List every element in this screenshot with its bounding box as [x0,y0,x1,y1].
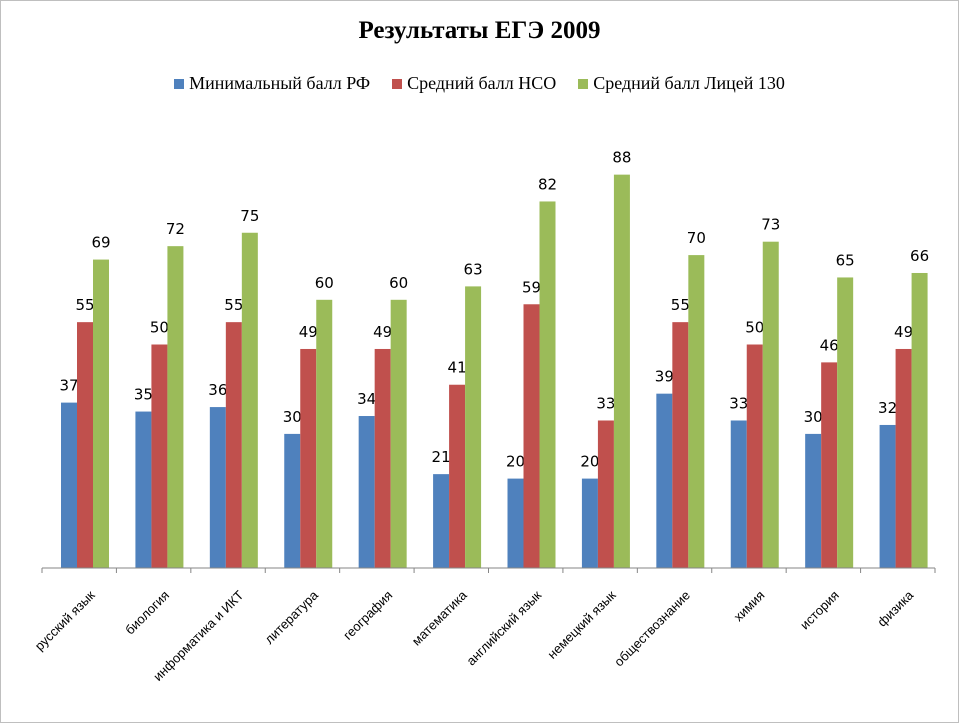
data-label-series-0-cat-1: 35 [134,386,153,404]
data-label-series-1-cat-8: 55 [671,296,690,314]
bar-series-2-cat-7 [613,174,630,568]
bar-series-2-cat-4 [390,299,407,568]
data-label-series-2-cat-1: 72 [166,220,185,238]
bar-series-1-cat-5 [449,384,466,568]
chart-title: Результаты ЕГЭ 2009 [358,17,601,44]
data-label-series-1-cat-4: 49 [373,323,392,341]
bar-series-2-cat-3 [316,299,333,568]
data-label-series-1-cat-6: 59 [522,278,541,296]
legend-label-avg-nso: Средний балл НСО [407,73,557,93]
bar-series-1-cat-0 [77,322,93,568]
bar-series-1-cat-8 [672,322,689,568]
legend-item-min-rf: Минимальный балл РФ [174,73,370,94]
data-label-series-2-cat-0: 69 [91,234,110,252]
bar-series-2-cat-2 [241,232,258,568]
category-label-3: литература [262,587,322,647]
category-label-0: русский язык [32,587,98,653]
data-label-series-2-cat-11: 66 [910,247,929,265]
bar-series-2-cat-6 [539,201,556,568]
legend-label-avg-lyceum: Средний балл Лицей 130 [593,73,785,93]
category-label-11: физика [874,587,917,630]
data-label-series-0-cat-2: 36 [208,381,227,399]
data-label-series-2-cat-3: 60 [315,274,334,292]
data-label-series-1-cat-10: 46 [820,336,839,354]
bar-series-2-cat-5 [465,286,482,568]
bar-series-1-cat-7 [597,420,614,568]
data-label-series-0-cat-10: 30 [804,408,823,426]
data-label-series-1-cat-2: 55 [224,296,243,314]
bar-series-2-cat-9 [762,241,779,568]
data-label-series-0-cat-6: 20 [506,453,525,471]
bar-series-0-cat-7 [581,478,598,568]
bar-series-0-cat-5 [433,474,450,568]
data-label-series-0-cat-11: 32 [878,399,897,417]
bar-series-1-cat-1 [151,344,168,568]
category-label-4: география [340,588,395,643]
bar-series-2-cat-10 [837,277,854,568]
bar-series-0-cat-11 [879,424,896,568]
bar-series-0-cat-3 [284,433,301,568]
bar-series-0-cat-0 [61,402,77,568]
bar-series-1-cat-3 [300,348,317,568]
data-label-series-0-cat-9: 33 [729,394,748,412]
data-label-series-2-cat-10: 65 [836,251,855,269]
chart-legend: Минимальный балл РФ Средний балл НСО Сре… [1,73,958,94]
data-label-series-1-cat-0: 55 [75,296,94,314]
category-label-8: обществознание [611,588,693,670]
legend-label-min-rf: Минимальный балл РФ [189,73,371,93]
data-label-series-1-cat-7: 33 [596,394,615,412]
data-label-series-0-cat-4: 34 [357,390,376,408]
legend-swatch-avg-nso [392,78,403,89]
bar-series-0-cat-4 [358,416,375,568]
bar-series-2-cat-8 [688,255,705,568]
bar-series-2-cat-1 [167,246,184,568]
category-label-1: биология [122,588,172,638]
legend-item-avg-lyceum: Средний балл Лицей 130 [578,73,785,94]
data-label-series-2-cat-2: 75 [240,207,259,225]
data-label-series-1-cat-5: 41 [448,359,467,377]
data-label-series-1-cat-9: 50 [745,319,764,337]
data-label-series-0-cat-8: 39 [655,368,674,386]
data-label-series-2-cat-6: 82 [538,175,557,193]
legend-swatch-min-rf [174,78,185,89]
bar-series-1-cat-4 [374,348,391,568]
bar-series-1-cat-9 [746,344,763,568]
data-label-series-0-cat-5: 21 [432,448,451,466]
legend-swatch-avg-lyceum [578,78,589,89]
bar-series-2-cat-0 [93,259,109,568]
category-label-7: немецкий язык [544,587,618,661]
bar-series-0-cat-1 [135,411,152,568]
data-label-series-0-cat-3: 30 [283,408,302,426]
bar-series-1-cat-2 [225,322,242,568]
category-label-5: математика [409,587,471,649]
legend-item-avg-nso: Средний балл НСО [392,73,556,94]
data-label-series-1-cat-3: 49 [299,323,318,341]
bar-series-0-cat-10 [805,433,822,568]
data-label-series-2-cat-9: 73 [761,216,780,234]
category-label-9: химия [731,588,768,625]
bar-series-0-cat-9 [730,420,747,568]
bar-series-1-cat-6 [523,304,540,568]
data-label-series-0-cat-7: 20 [580,453,599,471]
bar-series-1-cat-10 [821,362,838,568]
data-label-series-2-cat-5: 63 [464,260,483,278]
data-label-series-0-cat-0: 37 [59,377,78,395]
category-label-10: история [797,588,842,633]
bar-series-1-cat-11 [895,348,912,568]
bar-series-0-cat-8 [656,393,673,568]
data-label-series-2-cat-8: 70 [687,229,706,247]
data-label-series-1-cat-1: 50 [150,319,169,337]
bar-series-0-cat-2 [209,407,226,568]
bar-series-2-cat-11 [911,272,928,568]
category-label-6: английский язык [463,587,544,668]
data-label-series-2-cat-7: 88 [612,149,631,167]
data-label-series-2-cat-4: 60 [389,274,408,292]
data-label-series-1-cat-11: 49 [894,323,913,341]
bar-series-0-cat-6 [507,478,524,568]
